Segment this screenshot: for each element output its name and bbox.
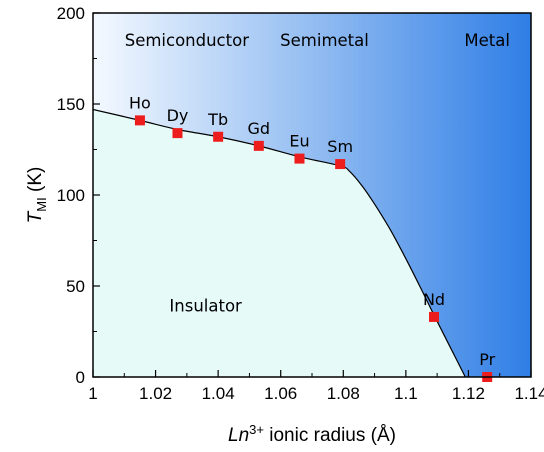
insulator-region-fill	[93, 109, 466, 377]
marker-eu	[294, 153, 305, 164]
x-tick-label: 1.12	[452, 384, 485, 403]
x-tick-label: 1.04	[202, 384, 235, 403]
point-label-nd: Nd	[423, 290, 445, 309]
data-point-labels: Ho Dy Tb Gd Eu Sm Nd Pr	[129, 93, 496, 369]
region-label-semiconductor: Semiconductor	[125, 31, 249, 50]
x-axis-title-italic: Ln	[228, 425, 249, 446]
x-tick-label: 1.02	[139, 384, 172, 403]
point-label-tb: Tb	[207, 110, 228, 129]
x-tick-label: 1	[88, 384, 97, 403]
region-label-semimetal: Semimetal	[280, 31, 369, 50]
y-tick-label: 100	[57, 186, 85, 205]
marker-tb	[213, 131, 224, 142]
x-tick-label: 1.06	[264, 384, 297, 403]
x-axis-title-rest: ionic radius (Å)	[264, 425, 396, 446]
marker-sm	[335, 159, 346, 170]
point-label-pr: Pr	[479, 350, 495, 369]
point-label-dy: Dy	[167, 106, 189, 125]
y-axis-title-rest: (K)	[25, 167, 46, 198]
phase-boundary-line	[93, 108, 466, 377]
marker-nd	[429, 311, 440, 322]
x-axis-title-superscript: 3+	[249, 422, 264, 437]
x-tick-label: 1.08	[327, 384, 360, 403]
region-label-metal: Metal	[464, 31, 510, 50]
marker-dy	[172, 128, 183, 139]
region-labels: Semiconductor Semimetal Metal Insulator	[125, 31, 510, 316]
point-label-eu: Eu	[289, 132, 309, 151]
y-tick-label: 150	[57, 95, 85, 114]
region-label-insulator: Insulator	[169, 296, 242, 315]
marker-ho	[134, 115, 145, 126]
y-axis-title: TMI (K)	[25, 167, 49, 224]
marker-gd	[253, 140, 264, 151]
y-tick-label: 50	[66, 277, 85, 296]
x-axis-title: Ln3+ ionic radius (Å)	[228, 422, 396, 446]
y-tick-label: 200	[57, 4, 85, 23]
plot-area: Semiconductor Semimetal Metal Insulator Ho D…	[92, 12, 532, 382]
x-tick-label: 1.14	[514, 384, 544, 403]
point-label-gd: Gd	[248, 119, 271, 138]
x-tick-label: 1.1	[394, 384, 418, 403]
point-label-ho: Ho	[129, 93, 151, 112]
y-tick-label: 0	[76, 368, 85, 387]
y-axis-title-subscript: MI	[34, 197, 49, 211]
point-label-sm: Sm	[327, 137, 353, 156]
y-axis-ticks: 0 50 100 150 200	[57, 4, 100, 387]
y-axis-title-main: T	[25, 210, 46, 223]
x-axis-ticks: 1 1.02 1.04 1.06 1.08 1.1 1.12 1.14	[88, 370, 544, 403]
